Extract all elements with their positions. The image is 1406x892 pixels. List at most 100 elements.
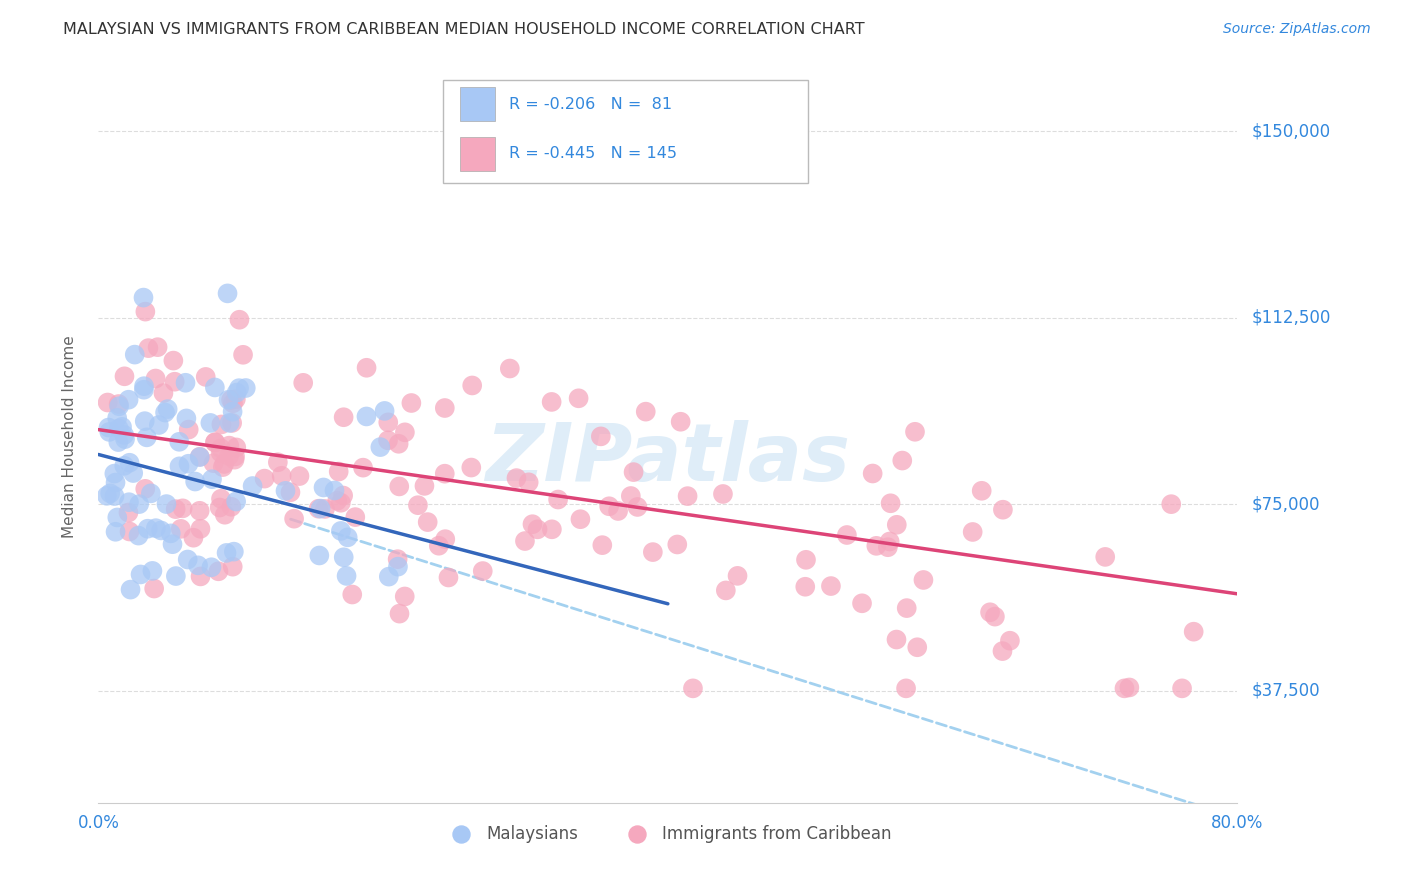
Point [682,681,704,696]
Point [212,457,235,471]
Point [991,502,1014,516]
Point [879,534,901,549]
Point [204,435,226,450]
Point [200,416,222,430]
Point [204,435,226,450]
Point [188,450,211,464]
Point [122,466,145,480]
Point [714,583,737,598]
Point [96,489,118,503]
Point [174,376,197,390]
Point [114,432,136,446]
Point [218,416,240,430]
Text: $37,500: $37,500 [1251,681,1320,700]
Point [190,569,212,583]
Point [676,489,699,503]
Point [547,492,569,507]
Point [224,450,246,464]
Point [211,460,233,475]
Point [433,467,456,481]
Point [177,552,200,566]
Point [526,522,548,536]
Point [214,508,236,522]
Point [177,457,200,471]
Point [208,500,231,515]
Point [219,392,242,407]
Point [344,510,367,524]
Point [225,385,247,400]
Point [228,381,250,395]
Point [309,501,332,516]
Point [107,421,129,435]
Point [141,564,163,578]
Point [104,524,127,539]
Point [356,409,378,424]
Point [433,401,456,415]
Point [112,458,135,473]
Point [150,524,173,538]
Point [103,467,125,481]
Point [221,500,243,514]
Point [332,550,354,565]
Point [312,480,335,494]
Point [136,522,159,536]
Point [540,395,562,409]
Point [145,521,167,535]
Text: R = -0.206   N =  81: R = -0.206 N = 81 [509,97,672,112]
Point [165,569,187,583]
Point [541,522,564,536]
Point [270,468,292,483]
Point [912,573,935,587]
Point [202,456,225,470]
Point [886,517,908,532]
Point [127,528,149,542]
Point [155,497,177,511]
Point [356,360,378,375]
Point [218,439,240,453]
Point [145,371,167,385]
Point [134,414,156,428]
Point [329,524,352,538]
Point [727,569,749,583]
Point [387,559,409,574]
Point [388,437,411,451]
Point [894,681,917,696]
Legend: Malaysians, Immigrants from Caribbean: Malaysians, Immigrants from Caribbean [439,818,897,849]
Point [222,559,245,574]
Point [112,428,135,442]
Point [437,570,460,584]
Text: MALAYSIAN VS IMMIGRANTS FROM CARIBBEAN MEDIAN HOUSEHOLD INCOME CORRELATION CHART: MALAYSIAN VS IMMIGRANTS FROM CARIBBEAN M… [63,22,865,37]
Point [218,392,240,407]
Point [124,348,146,362]
Point [471,564,494,578]
Point [105,510,128,524]
Point [336,530,359,544]
Point [172,501,194,516]
Point [118,495,141,509]
Point [200,560,222,574]
Point [97,395,120,409]
Point [891,453,914,467]
Point [401,396,423,410]
Point [886,632,908,647]
Point [217,286,239,301]
Point [323,483,346,498]
Point [896,601,918,615]
Point [104,475,127,490]
Point [156,402,179,417]
Point [394,425,416,440]
Point [1160,497,1182,511]
Point [568,392,591,406]
Point [1182,624,1205,639]
Point [326,493,349,508]
Point [370,440,392,454]
Point [188,504,211,518]
Point [162,353,184,368]
Point [962,524,984,539]
Point [378,569,401,583]
Point [329,496,352,510]
Point [394,590,416,604]
Point [201,472,224,486]
Point [225,441,247,455]
Point [332,489,354,503]
